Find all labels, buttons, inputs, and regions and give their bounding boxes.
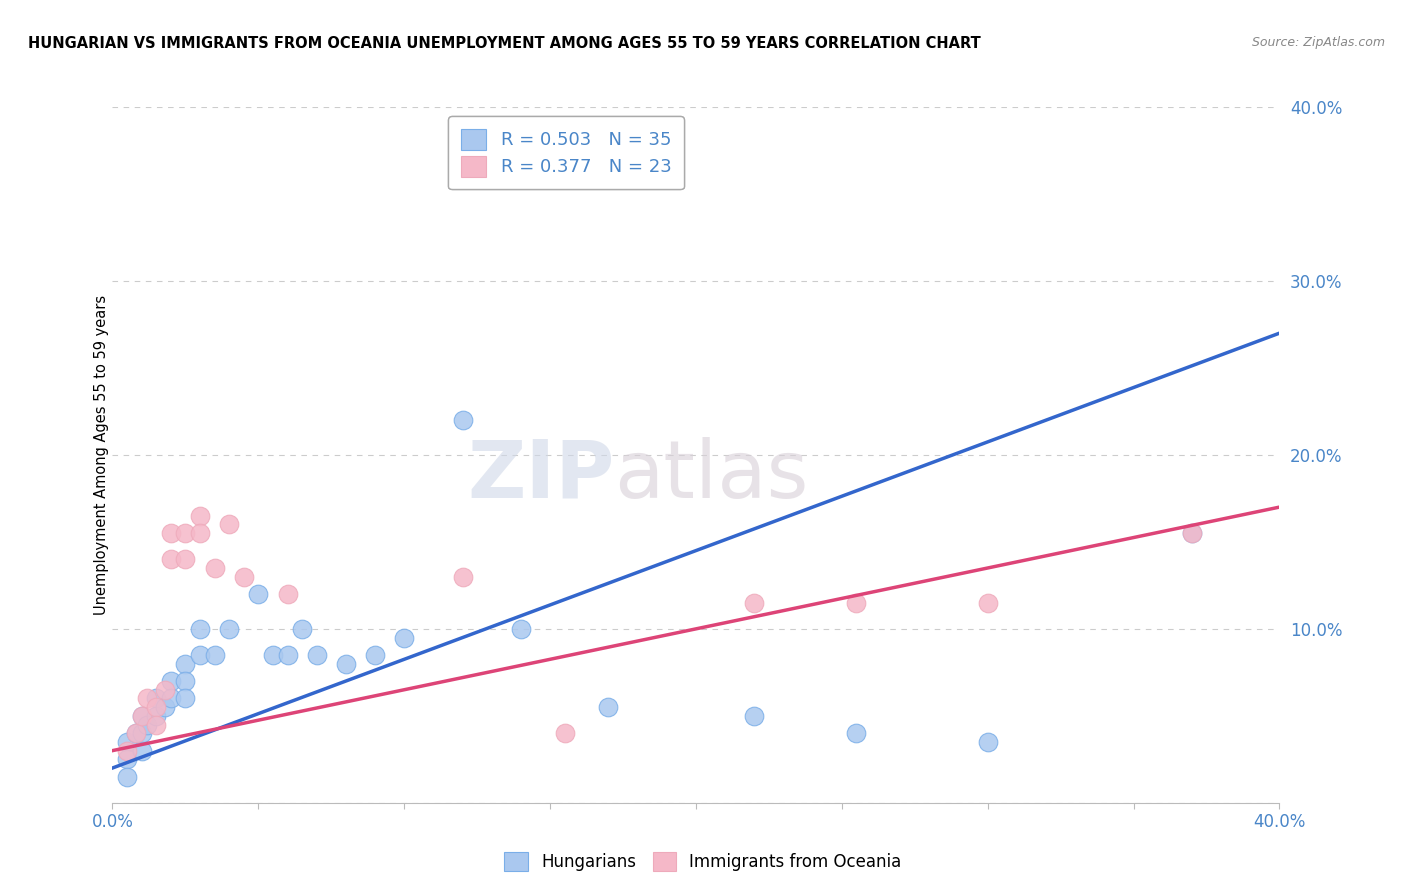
Point xyxy=(742,596,765,610)
Point xyxy=(160,526,183,541)
Point xyxy=(976,596,998,610)
Point xyxy=(218,622,240,636)
Point xyxy=(742,708,765,723)
Point xyxy=(174,674,197,689)
Point xyxy=(509,622,531,636)
Point xyxy=(247,587,270,601)
Point xyxy=(451,570,474,584)
Point xyxy=(305,648,328,662)
Point xyxy=(204,648,226,662)
Text: atlas: atlas xyxy=(614,437,808,515)
Point xyxy=(160,552,183,566)
Point xyxy=(145,708,167,723)
Point xyxy=(976,735,998,749)
Point xyxy=(160,674,183,689)
Point xyxy=(115,744,138,758)
Point xyxy=(136,691,159,706)
Point xyxy=(554,726,576,740)
Point xyxy=(845,596,868,610)
Point xyxy=(204,561,226,575)
Point xyxy=(174,526,197,541)
Point xyxy=(160,691,183,706)
Point xyxy=(1181,526,1204,541)
Point xyxy=(125,726,148,740)
Point xyxy=(188,508,211,523)
Point xyxy=(174,552,197,566)
Point xyxy=(174,657,197,671)
Point xyxy=(276,648,298,662)
Point xyxy=(451,413,474,427)
Point xyxy=(145,691,167,706)
Legend: R = 0.503   N = 35, R = 0.377   N = 23: R = 0.503 N = 35, R = 0.377 N = 23 xyxy=(449,116,683,189)
Point xyxy=(364,648,387,662)
Point xyxy=(131,744,153,758)
Point xyxy=(115,752,138,766)
Point xyxy=(115,770,138,784)
Point xyxy=(291,622,314,636)
Point xyxy=(145,717,167,731)
Point xyxy=(136,717,159,731)
Point xyxy=(394,631,416,645)
Point xyxy=(153,682,176,697)
Point xyxy=(188,526,211,541)
Point xyxy=(262,648,284,662)
Text: HUNGARIAN VS IMMIGRANTS FROM OCEANIA UNEMPLOYMENT AMONG AGES 55 TO 59 YEARS CORR: HUNGARIAN VS IMMIGRANTS FROM OCEANIA UNE… xyxy=(28,36,981,51)
Y-axis label: Unemployment Among Ages 55 to 59 years: Unemployment Among Ages 55 to 59 years xyxy=(94,295,108,615)
Point xyxy=(131,708,153,723)
Point xyxy=(125,726,148,740)
Point xyxy=(598,700,620,714)
Point xyxy=(335,657,357,671)
Point xyxy=(115,735,138,749)
Point xyxy=(145,700,167,714)
Point xyxy=(276,587,298,601)
Point xyxy=(174,691,197,706)
Point xyxy=(153,700,176,714)
Point xyxy=(188,622,211,636)
Point xyxy=(131,708,153,723)
Text: Source: ZipAtlas.com: Source: ZipAtlas.com xyxy=(1251,36,1385,49)
Point xyxy=(188,648,211,662)
Point xyxy=(218,517,240,532)
Point xyxy=(131,726,153,740)
Point xyxy=(1181,526,1204,541)
Text: ZIP: ZIP xyxy=(467,437,614,515)
Point xyxy=(845,726,868,740)
Point xyxy=(232,570,254,584)
Legend: Hungarians, Immigrants from Oceania: Hungarians, Immigrants from Oceania xyxy=(496,843,910,880)
